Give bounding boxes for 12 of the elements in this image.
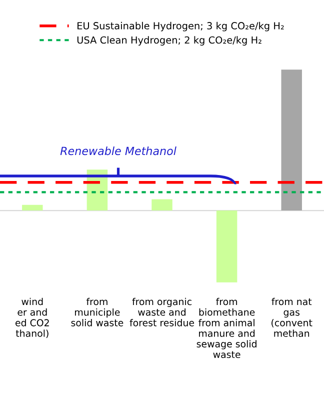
x-tick-label: from biomethane from animal manure and sewage solid waste [196,298,256,358]
x-tick-label: from nat gas (convent methan [272,298,312,337]
bar [281,70,302,211]
bar [152,199,172,211]
legend-label: EU Sustainable Hydrogen; 3 kg CO₂e/kg H₂ [78,22,284,32]
x-tick-label: from organic waste and forest residue [130,298,194,326]
x-tick-label: from municiple solid waste [71,298,124,326]
legend-label: USA Clean Hydrogen; 2 kg CO₂e/kg H₂ [77,36,262,46]
x-tick-label: wind er and ed CO2 thanol) [15,298,49,338]
annotation: Renewable Methanol [60,146,176,156]
bar [216,210,238,282]
bar [22,204,43,211]
